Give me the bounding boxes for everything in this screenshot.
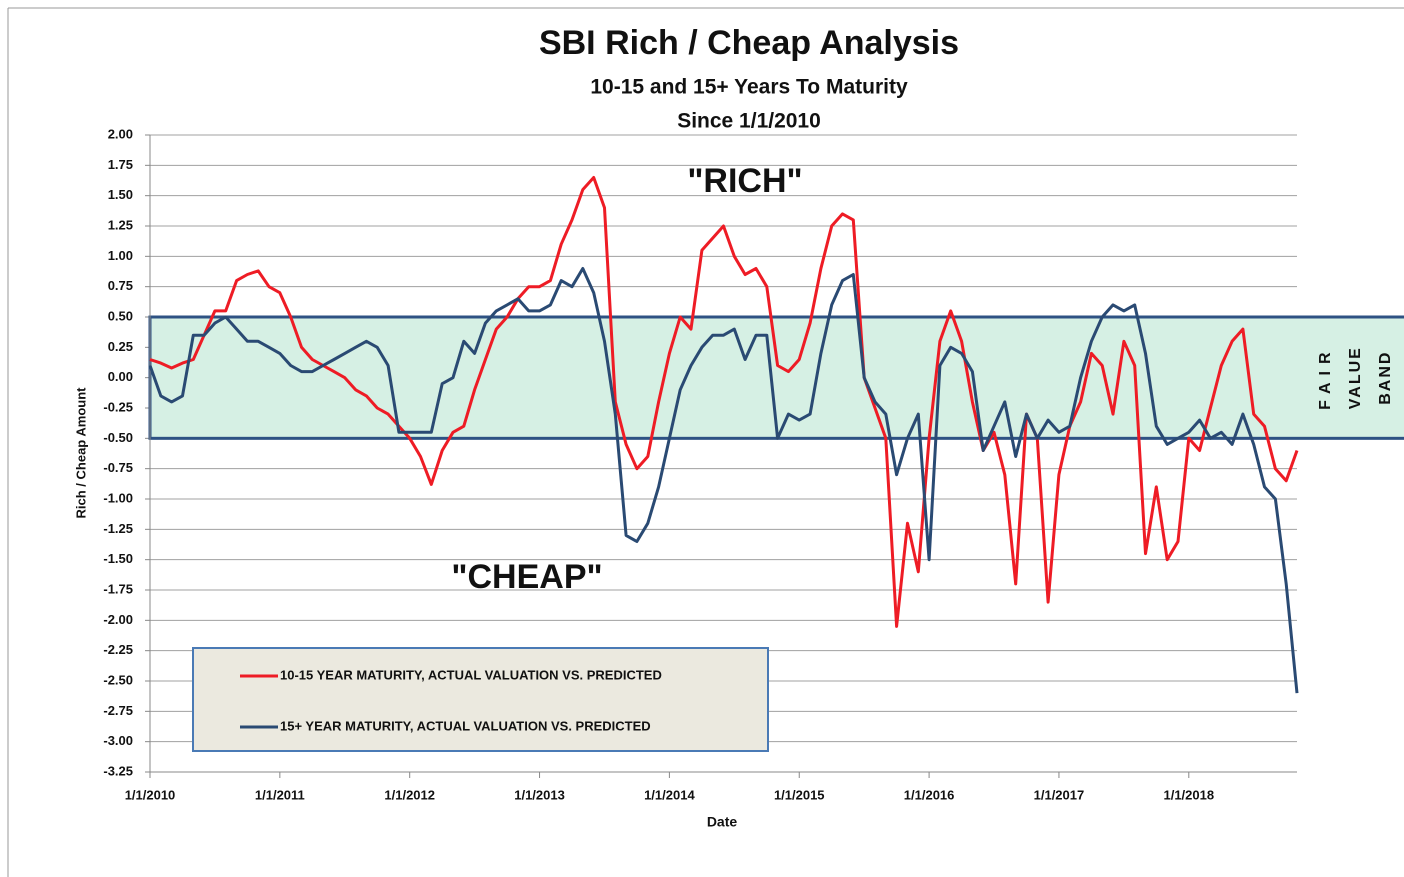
x-tick-label: 1/1/2015 bbox=[774, 787, 825, 802]
chart-subtitle: 10-15 and 15+ Years To Maturity bbox=[590, 76, 908, 99]
y-tick-label: 2.00 bbox=[108, 126, 133, 141]
y-tick-label: 1.50 bbox=[108, 187, 133, 202]
y-tick-label: 0.25 bbox=[108, 339, 133, 354]
y-tick-label: -0.25 bbox=[103, 399, 133, 414]
y-tick-label: -1.25 bbox=[103, 521, 133, 536]
y-tick-label: -2.50 bbox=[103, 672, 133, 687]
annotation: "RICH" bbox=[687, 162, 802, 200]
y-tick-label: 1.00 bbox=[108, 248, 133, 263]
y-tick-label: -3.00 bbox=[103, 733, 133, 748]
x-tick-label: 1/1/2017 bbox=[1034, 787, 1085, 802]
chart-subtitle: Since 1/1/2010 bbox=[677, 110, 821, 133]
y-tick-label: -3.25 bbox=[103, 763, 133, 778]
legend-label: 15+ YEAR MATURITY, ACTUAL VALUATION VS. … bbox=[280, 718, 651, 733]
x-tick-label: 1/1/2013 bbox=[514, 787, 565, 802]
x-tick-label: 1/1/2012 bbox=[384, 787, 435, 802]
x-tick-label: 1/1/2018 bbox=[1163, 787, 1214, 802]
y-tick-label: 0.75 bbox=[108, 278, 133, 293]
y-tick-label: 0.00 bbox=[108, 369, 133, 384]
y-tick-label: -0.75 bbox=[103, 460, 133, 475]
y-tick-label: 0.50 bbox=[108, 308, 133, 323]
x-tick-label: 1/1/2010 bbox=[125, 787, 176, 802]
y-tick-label: -1.75 bbox=[103, 581, 133, 596]
x-tick-label: 1/1/2016 bbox=[904, 787, 955, 802]
legend-label: 10-15 YEAR MATURITY, ACTUAL VALUATION VS… bbox=[280, 667, 662, 682]
y-axis-label: Rich / Cheap Amount bbox=[73, 387, 88, 519]
series-line bbox=[148, 267, 1299, 694]
y-tick-label: -2.75 bbox=[103, 703, 133, 718]
y-tick-label: -0.50 bbox=[103, 430, 133, 445]
band-label: VALUE bbox=[1347, 346, 1364, 409]
series-line bbox=[149, 176, 1299, 628]
y-tick-label: 1.75 bbox=[108, 157, 133, 172]
y-tick-label: -2.00 bbox=[103, 612, 133, 627]
y-tick-label: -1.00 bbox=[103, 490, 133, 505]
fair-value-band bbox=[148, 315, 1404, 440]
band-label: FAIR bbox=[1317, 345, 1334, 409]
x-axis-label: Date bbox=[707, 814, 738, 830]
y-tick-label: -1.50 bbox=[103, 551, 133, 566]
chart-title: SBI Rich / Cheap Analysis bbox=[539, 24, 959, 62]
legend-box bbox=[192, 647, 769, 752]
x-tick-label: 1/1/2014 bbox=[644, 787, 695, 802]
band-label: BAND bbox=[1377, 351, 1394, 405]
y-tick-label: -2.25 bbox=[103, 642, 133, 657]
y-tick-label: 1.25 bbox=[108, 217, 133, 232]
x-tick-label: 1/1/2011 bbox=[255, 787, 305, 802]
